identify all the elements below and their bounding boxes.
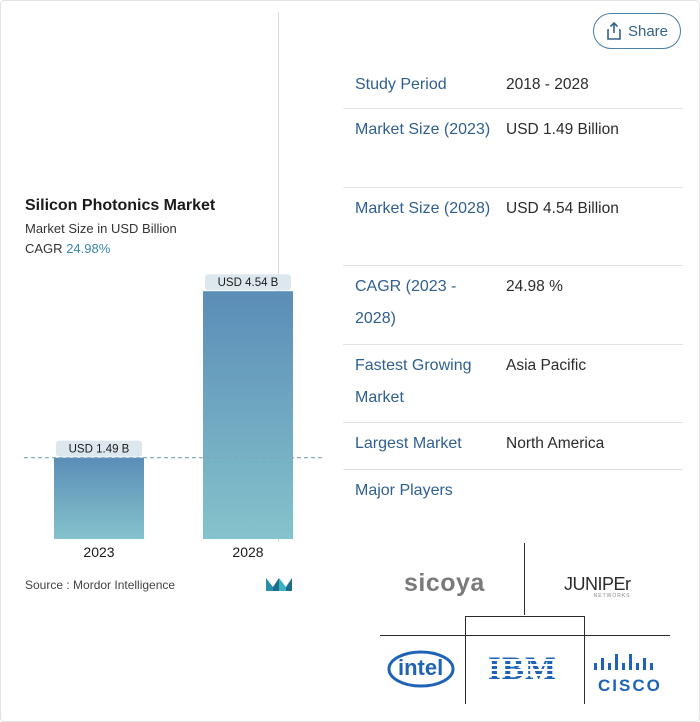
sicoya-logo: sicoya — [404, 569, 485, 597]
cisco-logo: CISCO — [592, 653, 662, 696]
table-row-label: CAGR (2023 - 2028) — [355, 278, 457, 327]
cisco-bars-icon — [594, 654, 653, 670]
intel-wordmark: intel — [398, 655, 444, 680]
data-label-bg — [56, 440, 142, 457]
table-row-value: Asia Pacific — [506, 357, 587, 374]
ibm-wordmark: IBM — [488, 651, 557, 687]
chart-title: Silicon Photonics Market — [25, 197, 216, 214]
logo-grid-box-left — [465, 616, 466, 704]
table-row-label: Largest Market — [355, 435, 462, 452]
table-row: Major Players — [343, 469, 683, 529]
chart-subtitle: Market Size in USD Billion — [25, 221, 177, 236]
table-row-value: USD 1.49 Billion — [506, 121, 619, 138]
table-row-value: 2018 - 2028 — [506, 76, 589, 93]
ibm-logo: IBM — [488, 651, 557, 688]
logo-grid-vline-top — [524, 543, 525, 615]
table-row-label: Major Players — [355, 482, 453, 499]
bar-2023 — [54, 457, 144, 539]
cagr-label: CAGR — [25, 241, 63, 256]
table-row-label: Fastest Growing Market — [355, 357, 472, 406]
data-label-bg — [205, 274, 291, 291]
logo-grid-box-right — [584, 616, 585, 704]
logo-grid-hline — [380, 635, 670, 636]
table-row-value: USD 4.54 Billion — [506, 200, 619, 217]
intel-swoosh — [387, 650, 455, 688]
table-row: Study Period 2018 - 2028 — [343, 63, 683, 109]
share-label: Share — [627, 22, 669, 40]
logo-grid-box-top — [465, 616, 585, 617]
x-tick-label: 2023 — [83, 544, 114, 560]
table-row: CAGR (2023 - 2028) 24.98 % — [343, 265, 683, 345]
table-row-label: Study Period — [355, 76, 447, 93]
mordor-intelligence-logo — [266, 578, 292, 591]
table-row: Fastest Growing Market Asia Pacific — [343, 344, 683, 423]
table-row-value: North America — [506, 435, 605, 452]
juniper-subtext: NETWORKS — [593, 593, 631, 599]
table-row: Market Size (2023) USD 1.49 Billion — [343, 108, 683, 188]
share-icon — [607, 22, 621, 40]
chart-cagr: CAGR 24.98% — [25, 241, 110, 256]
x-tick-label: 2028 — [232, 544, 263, 560]
table-row-label: Market Size (2028) — [355, 200, 491, 217]
juniper-logo: JUNIPEr NETWORKS — [564, 574, 631, 599]
data-label: USD 4.54 B — [218, 277, 279, 289]
chart-source: Source : Mordor Intelligence — [25, 578, 176, 592]
table-row-label: Market Size (2023) — [355, 121, 491, 138]
table-row: Largest Market North America — [343, 422, 683, 470]
share-button[interactable]: Share — [593, 13, 681, 49]
data-label: USD 1.49 B — [69, 444, 130, 456]
cagr-value: 24.98% — [66, 241, 111, 256]
juniper-wordmark: JUNIPEr — [564, 574, 631, 594]
bar-2028 — [203, 291, 293, 539]
intel-logo: intel — [386, 646, 456, 690]
table-row: Market Size (2028) USD 4.54 Billion — [343, 187, 683, 266]
cisco-wordmark: CISCO — [598, 676, 662, 695]
table-row-value: 24.98 % — [506, 278, 563, 295]
bar-chart: USD 1.49 B 2023 USD 4.54 B 2028 — [24, 274, 325, 560]
